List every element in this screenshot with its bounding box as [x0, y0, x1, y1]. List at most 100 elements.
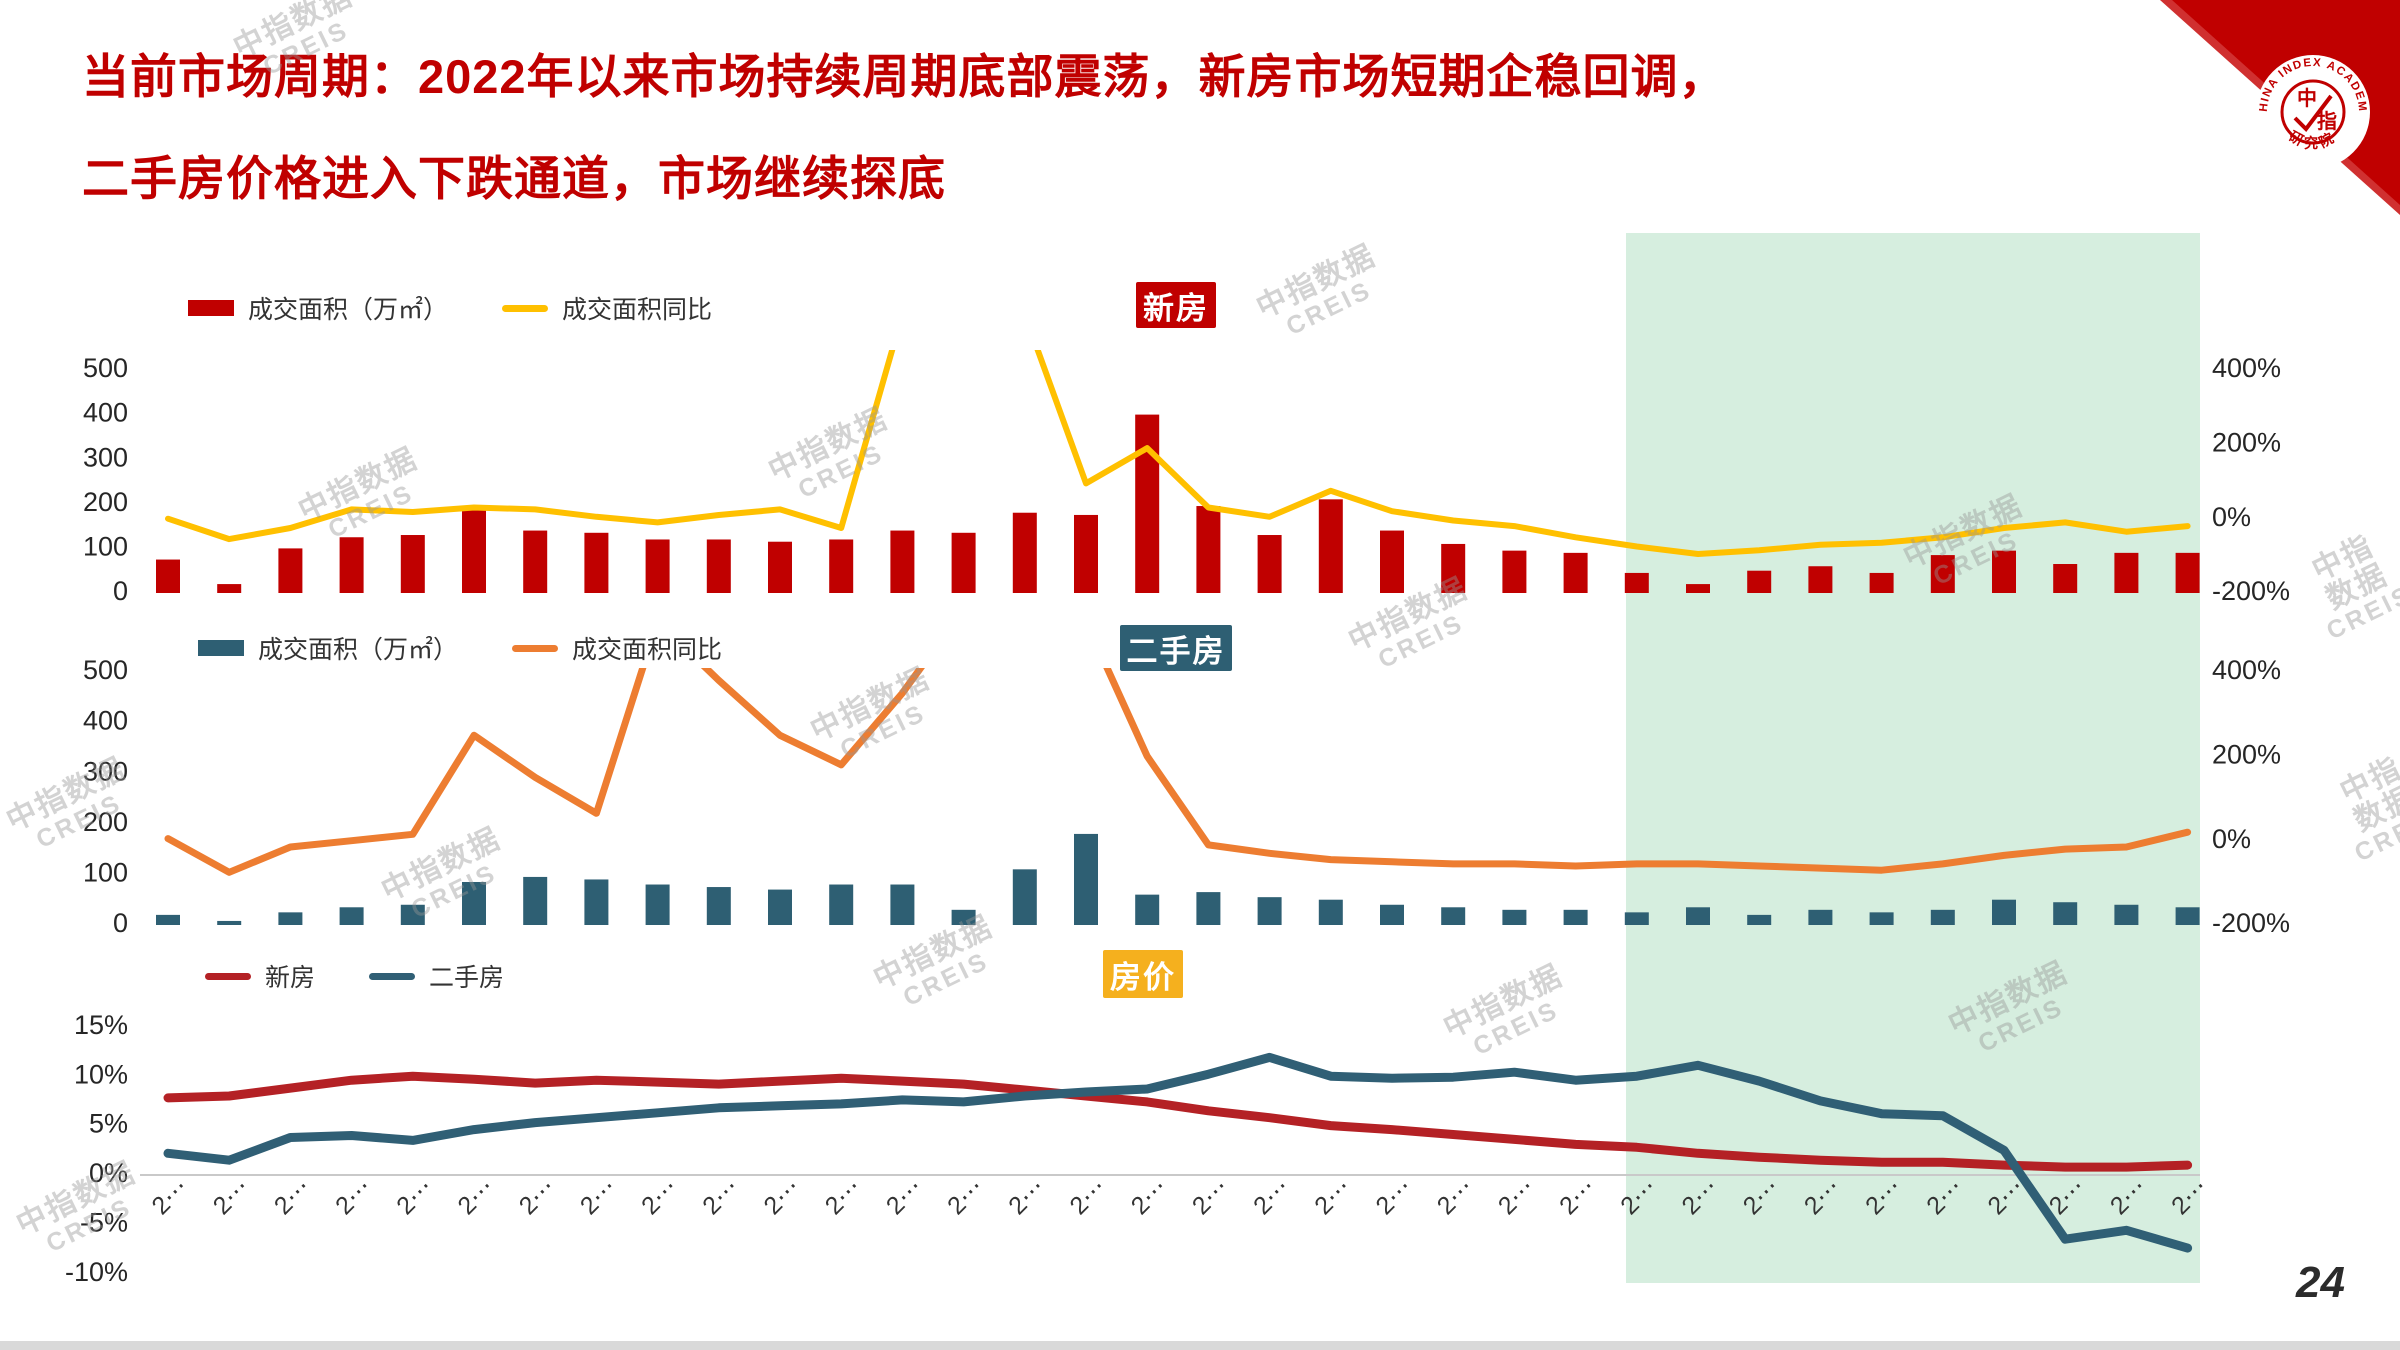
new-home-left-tick: 500 — [83, 353, 128, 383]
x-tick-label: 2⋯ — [942, 1173, 989, 1220]
logo-center-char-1: 中 — [2297, 86, 2317, 110]
x-tick-label: 2⋯ — [1370, 1173, 1417, 1220]
legend-line-swatch — [512, 644, 559, 652]
new-home-bar — [768, 541, 792, 593]
x-tick-label: 2⋯ — [1738, 1173, 1785, 1220]
new-home-right-tick: 400% — [2212, 353, 2281, 383]
x-tick-label: 2⋯ — [1554, 1173, 1601, 1220]
x-tick-label: 2⋯ — [1064, 1173, 1111, 1220]
new-home-bar — [400, 535, 425, 593]
second-hand-bar — [1930, 909, 1955, 925]
second-hand-bar — [890, 884, 915, 925]
logo-seal-circle — [2256, 55, 2370, 169]
new-home-bar — [645, 539, 670, 593]
new-home-bar — [1012, 512, 1037, 593]
x-tick-label: 2⋯ — [1921, 1173, 1968, 1220]
second-hand-right-tick: 0% — [2212, 824, 2251, 854]
x-tick-label: 2⋯ — [636, 1173, 683, 1220]
new-home-left-tick: 200 — [83, 487, 128, 517]
price-left-tick: 10% — [74, 1059, 128, 1089]
new-home-bar — [217, 584, 242, 593]
price-left-tick: -10% — [65, 1257, 128, 1287]
legend-item: 成交面积（万㎡） — [188, 290, 448, 326]
new-home-bar — [1992, 550, 2016, 593]
second-hand-bar — [1012, 869, 1037, 925]
x-tick-label: 2⋯ — [330, 1173, 377, 1220]
new-home-left-tick: 100 — [83, 532, 128, 562]
logo-inner-ring — [2280, 79, 2346, 145]
highlight-region-2024 — [1626, 233, 2200, 1283]
x-tick-label: 2⋯ — [1126, 1173, 1173, 1220]
second-hand-bar — [400, 904, 425, 925]
new-home-bar — [890, 530, 915, 593]
badge-price: 房价 — [1103, 950, 1183, 998]
chart-price: 2⋯ 2⋯ 2⋯ 2⋯ 2⋯ 2⋯ 2⋯ 2⋯ 2⋯ 2⋯ 2⋯ 2⋯ 2⋯ 2⋯ 2⋯ 2⋯ 2⋯ 2⋯ 2⋯ 2⋯… — [140, 1052, 2213, 1253]
new-home-bar — [2175, 552, 2200, 593]
second-hand-right-tick: 200% — [2212, 739, 2281, 769]
x-tick-label: 2⋯ — [1248, 1173, 1295, 1220]
new-home-bar — [1747, 570, 1772, 593]
x-tick-label: 2⋯ — [208, 1173, 255, 1220]
x-tick-label: 2⋯ — [575, 1173, 622, 1220]
x-tick-label: 2⋯ — [1799, 1173, 1846, 1220]
logo-center-char-2: 指 — [2317, 109, 2337, 133]
new-home-left-tick: 400 — [83, 398, 128, 428]
second-hand-right-tick: 400% — [2212, 655, 2281, 685]
legend-label: 成交面积同比 — [562, 296, 713, 324]
price-left-tick: -5% — [80, 1208, 128, 1238]
x-tick-label: 2⋯ — [391, 1173, 438, 1220]
new-home-bar — [1441, 543, 1466, 593]
new-home-bar — [829, 539, 854, 593]
legend-second-hand: 成交面积（万㎡） 成交面积同比 — [198, 630, 758, 666]
second-hand-bar — [156, 914, 180, 925]
x-tick-label: 2⋯ — [2166, 1173, 2213, 1220]
second-hand-bar — [645, 884, 670, 925]
new-home-bar — [523, 530, 548, 593]
chart-second-hand — [156, 668, 2200, 925]
second-hand-bar — [2114, 904, 2139, 925]
second-hand-bar — [2175, 907, 2200, 925]
second-hand-left-tick: 500 — [83, 655, 128, 685]
new-home-bars — [156, 414, 2200, 593]
new-home-left-tick: 0 — [113, 576, 128, 606]
second-hand-bar — [1808, 909, 1833, 925]
second-hand-left-tick: 400 — [83, 706, 128, 736]
second-hand-left-tick: 100 — [83, 858, 128, 888]
price-left-tick: 0% — [89, 1158, 128, 1188]
legend-label: 成交面积同比 — [572, 636, 723, 664]
x-tick-label: 2⋯ — [269, 1173, 316, 1220]
legend-new-home: 成交面积（万㎡） 成交面积同比 — [188, 290, 748, 326]
x-tick-label: 2⋯ — [820, 1173, 867, 1220]
legend-label: 二手房 — [429, 964, 505, 992]
legend-price: 新房 二手房 — [205, 958, 540, 994]
new-home-bar — [1074, 514, 1098, 593]
x-tick-label: 2⋯ — [1432, 1173, 1479, 1220]
second-hand-bar — [1257, 897, 1282, 925]
x-tick-label: 2⋯ — [881, 1173, 928, 1220]
second-hand-bar — [1563, 909, 1588, 925]
legend-bar-swatch — [198, 640, 244, 656]
new-home-bar — [278, 548, 303, 593]
new-home-right-tick: 200% — [2212, 427, 2281, 457]
new-home-bar — [462, 510, 486, 593]
legend-item: 成交面积同比 — [512, 630, 722, 666]
x-tick-label: 2⋯ — [146, 1173, 193, 1220]
new-home-bar — [1624, 572, 1649, 593]
new-home-bar — [156, 559, 180, 593]
x-tick-label: 2⋯ — [1187, 1173, 1234, 1220]
new-home-bar — [1563, 552, 1588, 593]
second-hand-left-tick: 300 — [83, 756, 128, 786]
legend-line-swatch — [369, 972, 416, 980]
second-hand-left-tick: 0 — [113, 908, 128, 938]
new-home-right-tick: -200% — [2212, 576, 2290, 606]
new-home-yoy-line — [165, 350, 2191, 557]
new-home-bar — [339, 537, 364, 593]
x-tick-label: 2⋯ — [758, 1173, 805, 1220]
second-hand-bar — [278, 912, 303, 925]
price-line-second-hand — [163, 1052, 2193, 1253]
new-home-bar — [2114, 552, 2139, 593]
new-home-bar — [1869, 572, 1894, 593]
x-tick-label: 2⋯ — [1309, 1173, 1356, 1220]
new-home-bar — [1257, 535, 1282, 593]
